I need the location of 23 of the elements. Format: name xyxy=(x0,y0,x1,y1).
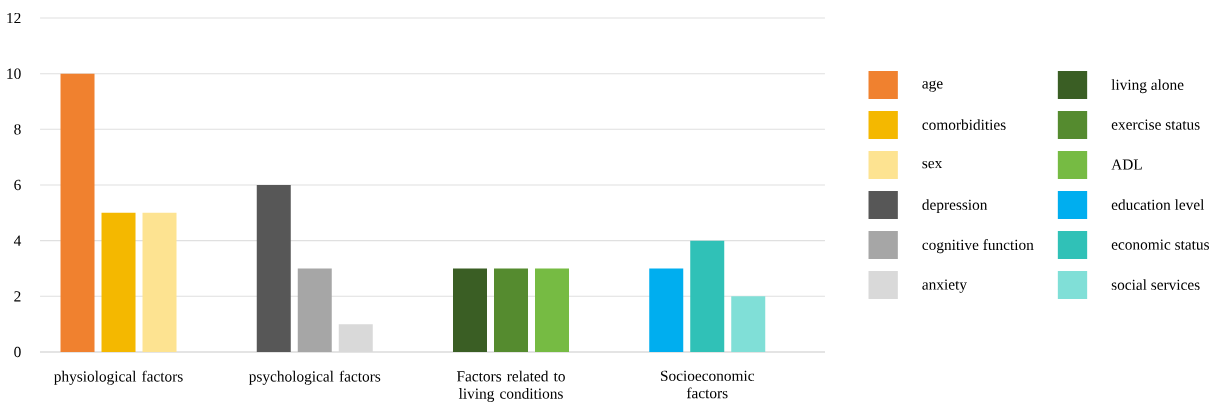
y-tick-label: 4 xyxy=(13,235,22,246)
x-tick-label: Socioeconomic factors xyxy=(661,370,755,399)
legend-label: education level xyxy=(1111,199,1205,210)
y-tick-label: 10 xyxy=(7,68,21,79)
legend-label: economic status xyxy=(1111,239,1209,250)
x-tick-label: Factors related to living conditions xyxy=(456,370,565,402)
legend-label: sex xyxy=(922,160,943,169)
x-tick-label: psychological factors xyxy=(249,370,381,385)
legend-label: age xyxy=(922,80,943,92)
y-tick-label: 12 xyxy=(7,12,21,24)
legend-label: ADL xyxy=(1111,159,1142,170)
y-tick-label: 2 xyxy=(14,291,21,302)
legend-label: depression xyxy=(922,199,988,214)
legend-label: anxiety xyxy=(922,279,967,293)
y-tick-label: 8 xyxy=(14,124,21,135)
y-tick-label: 0 xyxy=(14,346,21,358)
legend-label: exercise status xyxy=(1111,119,1200,130)
y-tick-label: 6 xyxy=(14,179,21,191)
legend-label: social services xyxy=(1111,279,1200,290)
legend-label: comorbidities xyxy=(922,119,1006,130)
legend-label: cognitive function xyxy=(922,239,1034,254)
legend-label: living alone xyxy=(1111,79,1184,94)
x-tick-label: physiological factors xyxy=(54,370,183,385)
